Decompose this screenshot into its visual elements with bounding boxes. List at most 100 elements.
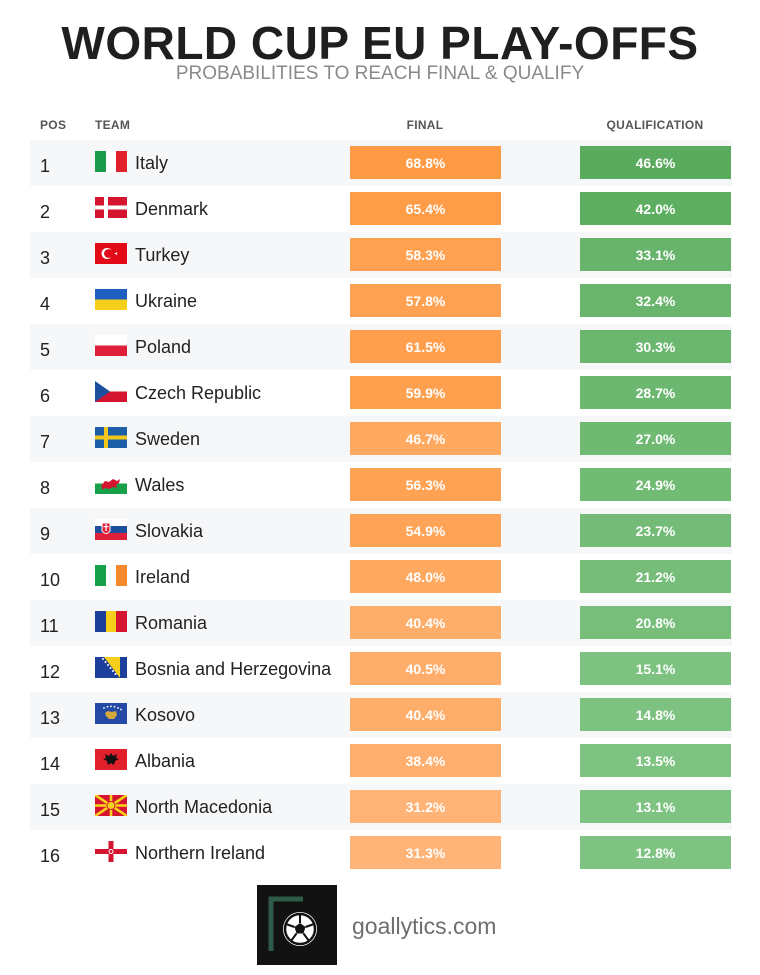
team-name: Poland [135,337,192,357]
qualification-probability-cell: 32.4% [580,284,731,317]
team-name: Kosovo [135,705,196,725]
qualification-probability-cell: 42.0% [580,192,731,225]
czech-republic-flag-icon [95,381,127,402]
northern-ireland-flag-icon [95,841,127,862]
team-name: Czech Republic [135,383,262,403]
table-row: 13 Kosovo 40.4% 14.8% [30,692,732,738]
qualification-probability-cell: 28.7% [580,376,731,409]
denmark-flag-icon [95,197,127,218]
north-macedonia-flag-icon [95,795,127,816]
qualification-probability-cell: 13.1% [580,790,731,823]
position-number: 16 [40,846,61,866]
qualification-probability-cell: 23.7% [580,514,731,547]
qualification-probability-cell: 24.9% [580,468,731,501]
position-number: 14 [40,754,61,774]
team-name: Sweden [135,429,201,449]
qualification-probability-cell: 13.5% [580,744,731,777]
poland-flag-icon [95,335,127,356]
final-probability-cell: 40.4% [350,698,501,731]
final-probability-cell: 48.0% [350,560,501,593]
qualification-probability-cell: 27.0% [580,422,731,455]
albania-flag-icon [95,749,127,770]
table-row: 11 Romania 40.4% 20.8% [30,600,732,646]
table-row: 15 North Macedonia 31.2% 13.1% [30,784,732,830]
final-probability-cell: 46.7% [350,422,501,455]
qualification-probability-cell: 30.3% [580,330,731,363]
wales-flag-icon [95,473,127,494]
team-name: Bosnia and Herzegovina [135,659,332,679]
team-name: North Macedonia [135,797,273,817]
final-probability-cell: 58.3% [350,238,501,271]
table-row: 12 Bosnia and Herzegovina 40.5% 15.1% [30,646,732,692]
page-subtitle: PROBABILITIES TO REACH FINAL & QUALIFY [175,63,585,84]
slovakia-flag-icon [95,519,127,540]
position-number: 5 [40,340,51,360]
position-number: 3 [40,248,51,268]
column-header-qualification: QUALIFICATION [606,118,704,132]
page-title: WORLD CUP EU PLAY-OFFS [61,17,699,69]
soccer-ball-icon [268,896,317,951]
position-number: 13 [40,708,61,728]
position-number: 6 [40,386,51,406]
team-name: Wales [135,475,185,495]
final-probability-cell: 40.4% [350,606,501,639]
final-probability-cell: 57.8% [350,284,501,317]
column-header-team: TEAM [95,118,131,132]
team-name: Albania [135,751,196,771]
table-row: 14 Albania 38.4% 13.5% [30,738,732,784]
qualification-probability-cell: 21.2% [580,560,731,593]
team-name: Ukraine [135,291,198,311]
position-number: 4 [40,294,51,314]
table-row: 8 Wales 56.3% 24.9% [30,462,732,508]
final-probability-cell: 68.8% [350,146,501,179]
position-number: 1 [40,156,51,176]
team-name: Italy [135,153,169,173]
italy-flag-icon [95,151,127,172]
final-probability-cell: 65.4% [350,192,501,225]
team-name: Romania [135,613,208,633]
final-probability-cell: 40.5% [350,652,501,685]
ukraine-flag-icon [95,289,127,310]
qualification-probability-cell: 14.8% [580,698,731,731]
column-header-pos: POS [40,118,67,132]
sweden-flag-icon [95,427,127,448]
qualification-probability-cell: 12.8% [580,836,731,869]
table-row: 7 Sweden 46.7% 27.0% [30,416,732,462]
goallytics-logo [257,885,337,965]
position-number: 2 [40,202,51,222]
qualification-probability-cell: 46.6% [580,146,731,179]
probability-table: 1 Italy 68.8% 46.6% 2 Denmark 65.4% 42.0% 3 Turke… [30,140,732,876]
qualification-probability-cell: 15.1% [580,652,731,685]
kosovo-flag-icon [95,703,127,724]
table-row: 2 Denmark 65.4% 42.0% [30,186,732,232]
table-row: 16 Northern Ireland 31.3% 12.8% [30,830,732,876]
table-row: 4 Ukraine 57.8% 32.4% [30,278,732,324]
final-probability-cell: 54.9% [350,514,501,547]
final-probability-cell: 31.3% [350,836,501,869]
team-name: Northern Ireland [135,843,266,863]
table-row: 5 Poland 61.5% 30.3% [30,324,732,370]
ireland-flag-icon [95,565,127,586]
bosnia-flag-icon [95,657,127,678]
column-header-final: FINAL [406,118,444,132]
qualification-probability-cell: 20.8% [580,606,731,639]
turkey-flag-icon [95,243,127,264]
team-name: Turkey [135,245,190,265]
final-probability-cell: 59.9% [350,376,501,409]
final-probability-cell: 61.5% [350,330,501,363]
table-row: 10 Ireland 48.0% 21.2% [30,554,732,600]
final-probability-cell: 31.2% [350,790,501,823]
position-number: 9 [40,524,51,544]
position-number: 10 [40,570,61,590]
table-row: 9 Slovakia 54.9% 23.7% [30,508,732,554]
team-name: Denmark [135,199,209,219]
romania-flag-icon [95,611,127,632]
table-row: 1 Italy 68.8% 46.6% [30,140,732,186]
table-row: 3 Turkey 58.3% 33.1% [30,232,732,278]
final-probability-cell: 38.4% [350,744,501,777]
table-row: 6 Czech Republic 59.9% 28.7% [30,370,732,416]
position-number: 7 [40,432,51,452]
position-number: 15 [40,800,61,820]
position-number: 11 [40,616,59,636]
final-probability-cell: 56.3% [350,468,501,501]
